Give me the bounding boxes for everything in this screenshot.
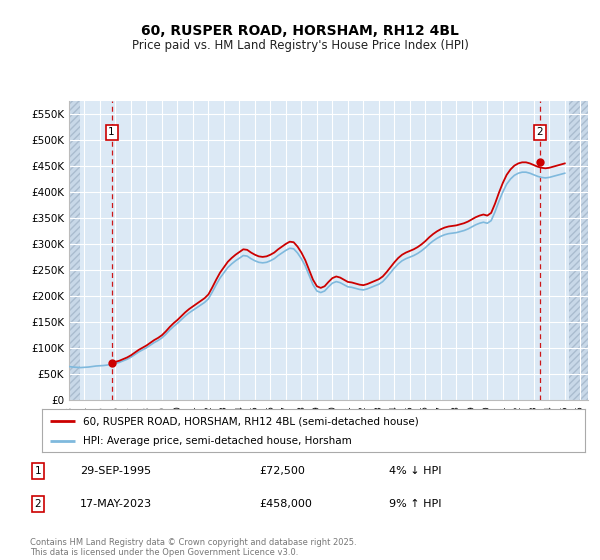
Text: 17-MAY-2023: 17-MAY-2023 [80, 499, 152, 508]
Text: 60, RUSPER ROAD, HORSHAM, RH12 4BL: 60, RUSPER ROAD, HORSHAM, RH12 4BL [141, 24, 459, 38]
Bar [569, 101, 588, 400]
Text: 9% ↑ HPI: 9% ↑ HPI [389, 499, 441, 508]
Text: £458,000: £458,000 [260, 499, 313, 508]
Text: 1: 1 [35, 466, 41, 476]
Text: 2: 2 [536, 127, 543, 137]
Text: Price paid vs. HM Land Registry's House Price Index (HPI): Price paid vs. HM Land Registry's House … [131, 39, 469, 52]
Text: £72,500: £72,500 [260, 466, 305, 476]
Text: 2: 2 [35, 499, 41, 508]
Text: Contains HM Land Registry data © Crown copyright and database right 2025.
This d: Contains HM Land Registry data © Crown c… [30, 538, 356, 557]
Bar [69, 101, 80, 400]
Text: HPI: Average price, semi-detached house, Horsham: HPI: Average price, semi-detached house,… [83, 436, 352, 446]
Text: 29-SEP-1995: 29-SEP-1995 [80, 466, 151, 476]
Text: 4% ↓ HPI: 4% ↓ HPI [389, 466, 441, 476]
Text: 60, RUSPER ROAD, HORSHAM, RH12 4BL (semi-detached house): 60, RUSPER ROAD, HORSHAM, RH12 4BL (semi… [83, 416, 418, 426]
Text: 1: 1 [108, 127, 115, 137]
